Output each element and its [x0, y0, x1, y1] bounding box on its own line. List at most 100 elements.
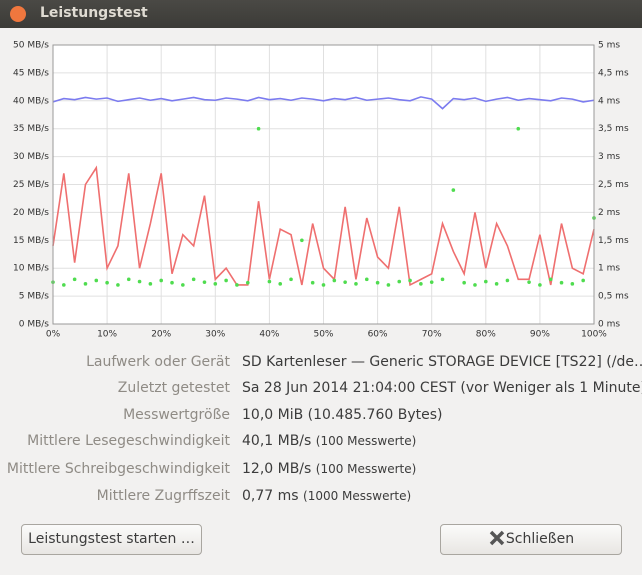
detail-row: Mittlere Lesegeschwindigkeit 40,1 MB/s (1… [0, 433, 642, 453]
value-note: (100 Messwerte) [315, 462, 417, 476]
value-text: 10,0 MiB (10.485.760 Bytes) [242, 407, 443, 423]
access-point [191, 277, 196, 282]
access-point [484, 279, 488, 284]
detail-value: 12,0 MB/s (100 Messwerte) [242, 461, 416, 477]
series-line [52, 96, 595, 110]
detail-label: Mittlere Zugrffszeit [96, 488, 230, 504]
value-text: SD Kartenleser — Generic STORAGE DEVICE … [242, 354, 642, 370]
access-point [429, 280, 434, 284]
chart: 0 MB/s 5 MB/s 10 MB/s 15 MB/s 20 MB/s 25 MB/s… [13, 41, 629, 340]
detail-value: SD Kartenleser — Generic STORAGE DEVICE … [242, 354, 642, 370]
detail-label: Zuletzt getestet [117, 380, 230, 396]
access-point [527, 280, 531, 284]
access-point [548, 277, 553, 282]
access-point [256, 126, 261, 131]
detail-row: Mittlere Schreibgeschwindigkeit 12,0 MB/s… [0, 461, 642, 481]
access-point [116, 283, 120, 287]
y-tick-label: 25 MB/s [13, 180, 49, 190]
access-point [462, 280, 466, 285]
access-point [386, 283, 391, 287]
start-button[interactable]: Leistungstest starten … [21, 524, 202, 555]
detail-row: Mittlere Zugrffszeit 0,77 ms (1000 Messwe… [0, 488, 642, 508]
detail-value: 40,1 MB/s (100 Messwerte) [242, 433, 416, 449]
access-point [505, 278, 510, 283]
value-text: 0,77 ms [242, 488, 299, 504]
access-point [213, 282, 218, 286]
detail-label: Laufwerk oder Gerät [86, 354, 230, 370]
detail-value: 0,77 ms (1000 Messwerte) [242, 488, 411, 504]
access-point [473, 283, 477, 287]
access-point [202, 280, 207, 284]
access-point [494, 282, 499, 286]
plot-border [52, 44, 595, 325]
y2-tick-label: 3,5 ms [598, 124, 629, 134]
access-point [105, 280, 109, 285]
y2-tick-label: 1 ms [598, 264, 620, 274]
access-point [245, 280, 250, 285]
access-point [538, 283, 542, 287]
x-tick-label: 100% [581, 330, 607, 340]
detail-row: Laufwerk oder Gerät SD Kartenleser — Gene… [0, 354, 642, 374]
detail-value: 10,0 MiB (10.485.760 Bytes) [242, 407, 442, 423]
access-point [321, 283, 326, 287]
access-point [94, 278, 99, 283]
access-point [570, 282, 575, 286]
y2-tick-label: 5 ms [598, 41, 620, 51]
value-note: (100 Messwerte) [315, 434, 417, 448]
access-point [332, 278, 337, 283]
y2-tick-label: 1,5 ms [598, 236, 629, 246]
y-tick-label: 0 MB/s [19, 320, 50, 330]
x-tick-label: 10% [97, 330, 117, 340]
access-point [559, 280, 564, 285]
y-tick-label: 35 MB/s [13, 124, 49, 134]
y-tick-label: 45 MB/s [13, 68, 49, 78]
access-point [343, 280, 347, 284]
window-title: Leistungstest [40, 5, 148, 21]
y-tick-label: 15 MB/s [13, 236, 49, 246]
close-button[interactable] [10, 6, 26, 22]
access-point [397, 279, 402, 284]
close-icon [489, 530, 505, 546]
x-tick-label: 80% [476, 330, 496, 340]
access-point [181, 283, 185, 287]
y-tick-label: 40 MB/s [13, 96, 49, 106]
y2-tick-label: 2 ms [598, 208, 620, 218]
x-tick-label: 20% [151, 330, 171, 340]
x-tick-label: 40% [259, 330, 279, 340]
access-point [224, 278, 228, 283]
x-tick-label: 30% [205, 330, 225, 340]
y2-tick-label: 3 ms [598, 152, 620, 162]
y-tick-label: 50 MB/s [13, 41, 49, 51]
value-text: 40,1 MB/s [242, 433, 312, 449]
close-dialog-button[interactable]: Schließen [440, 524, 622, 555]
value-note: (1000 Messwerte) [303, 489, 412, 503]
access-point [235, 283, 239, 287]
access-point [148, 282, 153, 286]
detail-value: Sa 28 Jun 2014 21:04:00 CEST (vor Wenige… [242, 380, 642, 396]
access-point [159, 278, 163, 283]
access-point [354, 282, 358, 286]
value-text: 12,0 MB/s [242, 461, 312, 477]
series-line [52, 165, 595, 287]
x-tick-label: 0% [46, 330, 61, 340]
y2-tick-label: 4 ms [598, 96, 620, 106]
access-point [364, 277, 369, 282]
value-text: Sa 28 Jun 2014 21:04:00 CEST (vor Wenige… [242, 380, 642, 396]
access-point [408, 278, 412, 283]
button-label: Leistungstest starten … [28, 531, 195, 547]
access-point [126, 277, 131, 282]
access-point [278, 282, 283, 286]
access-point [300, 238, 304, 243]
access-point [72, 277, 77, 282]
access-point [451, 188, 456, 192]
x-tick-label: 90% [530, 330, 550, 340]
access-point [440, 277, 445, 282]
access-point [267, 279, 272, 284]
y2-tick-label: 0 ms [598, 320, 620, 330]
detail-label: Mittlere Lesegeschwindigkeit [27, 433, 230, 449]
access-point [419, 282, 423, 286]
access-point [83, 282, 88, 286]
detail-label: Messwertgröße [123, 407, 230, 423]
y-tick-label: 30 MB/s [13, 152, 49, 162]
